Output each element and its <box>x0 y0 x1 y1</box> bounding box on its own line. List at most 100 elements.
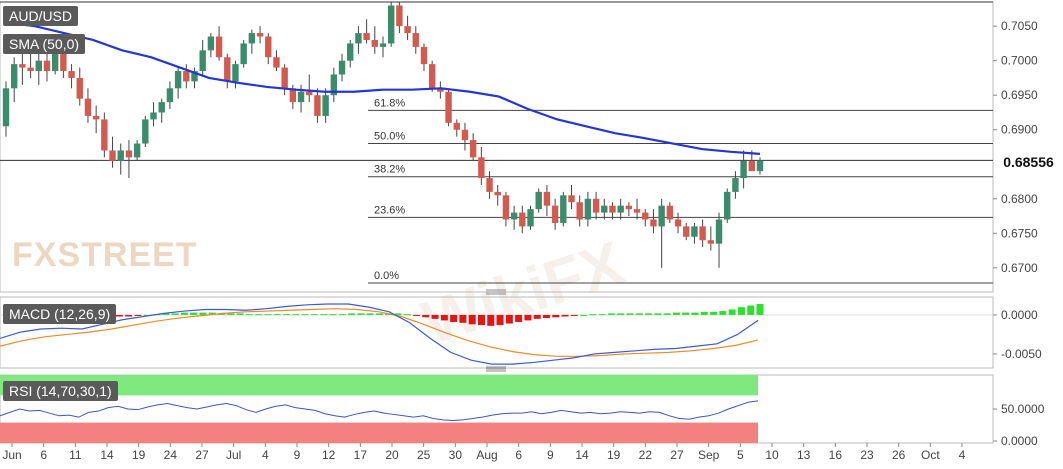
candle-body <box>232 64 239 82</box>
x-tick-label: 9 <box>547 448 554 462</box>
macd-histogram-bar <box>580 314 588 316</box>
macd-histogram-bar <box>125 314 133 317</box>
last-price-label: 0.68556 <box>994 151 1063 173</box>
candle-body <box>699 226 706 241</box>
candle-body <box>535 191 542 210</box>
macd-histogram-bar <box>737 307 745 315</box>
macd-histogram-bar <box>728 309 736 315</box>
macd-histogram-bar <box>218 313 226 315</box>
macd-histogram-bar <box>180 312 188 315</box>
macd-histogram-bar <box>338 314 346 316</box>
x-tick-label: 10 <box>765 448 779 462</box>
macd-histogram-bar <box>626 313 634 315</box>
macd-frame <box>0 296 994 369</box>
macd-histogram-bar <box>617 313 625 315</box>
x-tick-label: 9 <box>294 448 301 462</box>
candle-body <box>420 46 428 65</box>
macd-label: MACD (12,26,9) <box>3 304 117 324</box>
macd-histogram-bar <box>450 314 458 322</box>
rsi-y-tick-label: 50.0000 <box>1001 402 1045 416</box>
candle-body <box>265 36 272 58</box>
candle-body <box>166 88 174 103</box>
candle-body <box>117 150 124 161</box>
candle-body <box>715 219 723 244</box>
x-tick-label: 19 <box>132 448 146 462</box>
candle-body <box>543 191 551 206</box>
candle-body <box>207 36 215 51</box>
macd-histogram-bar <box>375 313 383 315</box>
candle-body <box>330 74 338 96</box>
macd-signal-line <box>0 308 759 357</box>
candle-body <box>248 33 256 44</box>
fib-label: 38.2% <box>374 164 405 176</box>
x-tick-label: Oct <box>921 448 940 462</box>
candle-body <box>363 33 370 40</box>
watermark-fxstreet: FXSTREET <box>12 236 198 274</box>
candle-body <box>109 150 116 161</box>
candle-body <box>76 77 83 99</box>
sma-layer <box>5 21 761 156</box>
candle-body <box>142 119 149 144</box>
candle-body <box>568 195 575 203</box>
y-tick-label: 0.6950 <box>1001 88 1038 102</box>
y-tick-label: 0.6750 <box>1001 226 1038 240</box>
candle-body <box>101 119 108 151</box>
candle-body <box>10 64 18 89</box>
macd-histogram-bar <box>412 314 420 316</box>
x-tick-label: 14 <box>575 448 589 462</box>
candle-body <box>240 43 247 65</box>
candle-body <box>592 198 600 213</box>
rsi-oversold-zone <box>0 422 758 443</box>
x-tick-label: 24 <box>164 448 178 462</box>
candle-body <box>560 195 567 223</box>
macd-histogram-bar <box>208 312 216 315</box>
candle-body <box>379 43 387 47</box>
macd-histogram-bar <box>589 314 597 316</box>
rsi-y-tick-label: 0.0000 <box>1001 434 1038 448</box>
x-tick-label: 25 <box>417 448 431 462</box>
macd-histogram-bar <box>561 314 569 317</box>
candle-body <box>273 57 280 68</box>
x-tick-label: 14 <box>100 448 114 462</box>
macd-histogram-bar <box>171 313 179 315</box>
candle-body <box>724 191 731 220</box>
candle-body <box>289 88 297 103</box>
macd-histogram-bar <box>570 314 578 316</box>
y-tick-label: 0.7000 <box>1001 54 1038 68</box>
candle-body <box>551 205 559 223</box>
macd-histogram-bar <box>645 313 653 315</box>
rsi-line <box>0 400 759 422</box>
candle-body <box>68 71 75 78</box>
macd-histogram-bar <box>301 314 309 316</box>
candle-body <box>732 178 739 192</box>
macd-histogram-bar <box>310 314 318 316</box>
sma-line <box>5 21 761 156</box>
macd-histogram-bar <box>515 314 523 322</box>
x-tick-label: 27 <box>195 448 209 462</box>
candle-body <box>642 212 649 220</box>
candle-body <box>158 102 165 113</box>
candle-body <box>494 191 501 196</box>
macd-histogram-bar <box>394 313 402 315</box>
macd-histogram-bar <box>533 314 541 319</box>
macd-histogram-bar <box>719 311 727 315</box>
candle-body <box>396 5 403 27</box>
macd-histogram-bar <box>747 305 755 315</box>
candle-body <box>125 150 133 158</box>
macd-histogram-bar <box>654 313 662 315</box>
macd-histogram-bar <box>366 313 374 315</box>
x-tick-label: 23 <box>860 448 874 462</box>
x-tick-label: 17 <box>354 448 368 462</box>
x-tick-label: 12 <box>322 448 336 462</box>
macd-histogram-bar <box>496 314 504 326</box>
candle-body <box>92 115 100 120</box>
macd-histogram-bar <box>710 311 718 315</box>
candle-body <box>84 98 92 116</box>
macd-histogram-bar <box>635 313 643 315</box>
candle-body <box>461 129 469 141</box>
macd-histogram-bar <box>691 312 699 315</box>
x-tick-label: 22 <box>639 448 653 462</box>
candle-body <box>183 71 190 82</box>
candle-body <box>674 219 682 227</box>
